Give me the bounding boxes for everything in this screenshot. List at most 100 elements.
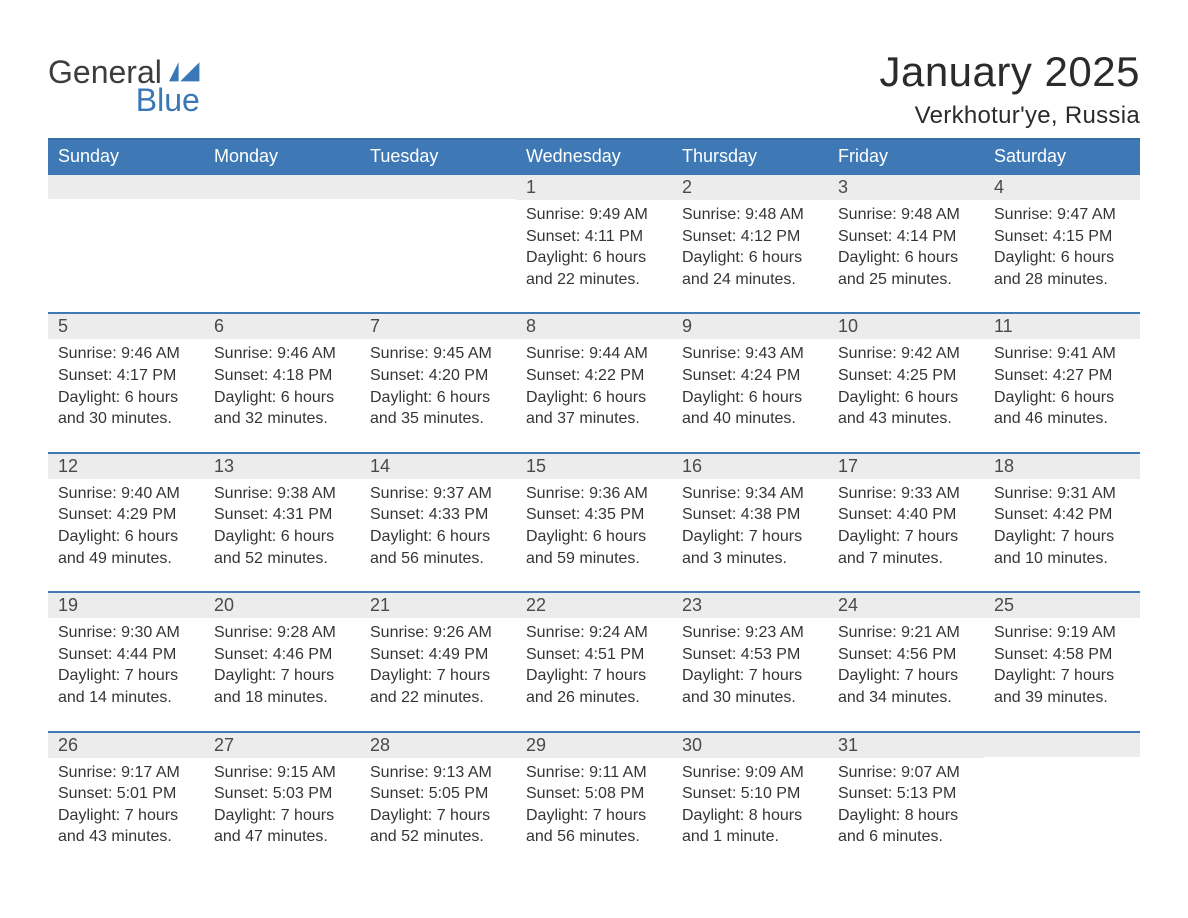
calendar-cell: 16Sunrise: 9:34 AMSunset: 4:38 PMDayligh… (672, 453, 828, 592)
day-sunrise-line: Sunrise: 9:30 AM (58, 622, 194, 644)
day-sunset-line: Sunset: 4:35 PM (526, 504, 662, 526)
day-day1-line: Daylight: 6 hours (214, 387, 350, 409)
calendar-cell (360, 174, 516, 313)
day-body: Sunrise: 9:45 AMSunset: 4:20 PMDaylight:… (360, 339, 516, 451)
weekday-header: Thursday (672, 139, 828, 174)
day-sunset-line: Sunset: 5:08 PM (526, 783, 662, 805)
day-number: 9 (672, 314, 828, 339)
day-day1-line: Daylight: 7 hours (526, 805, 662, 827)
calendar-week-row: 1Sunrise: 9:49 AMSunset: 4:11 PMDaylight… (48, 174, 1140, 313)
day-sunset-line: Sunset: 4:24 PM (682, 365, 818, 387)
day-sunrise-line: Sunrise: 9:28 AM (214, 622, 350, 644)
day-day1-line: Daylight: 7 hours (58, 805, 194, 827)
day-day1-line: Daylight: 6 hours (58, 387, 194, 409)
day-body (48, 199, 204, 295)
day-sunrise-line: Sunrise: 9:15 AM (214, 762, 350, 784)
day-number: 12 (48, 454, 204, 479)
day-sunrise-line: Sunrise: 9:45 AM (370, 343, 506, 365)
day-body: Sunrise: 9:13 AMSunset: 5:05 PMDaylight:… (360, 758, 516, 870)
day-number: 24 (828, 593, 984, 618)
day-body: Sunrise: 9:40 AMSunset: 4:29 PMDaylight:… (48, 479, 204, 591)
location-line: Verkhotur'ye, Russia (879, 102, 1140, 130)
day-day1-line: Daylight: 6 hours (526, 526, 662, 548)
day-body: Sunrise: 9:46 AMSunset: 4:17 PMDaylight:… (48, 339, 204, 451)
day-sunset-line: Sunset: 4:44 PM (58, 644, 194, 666)
day-sunset-line: Sunset: 5:01 PM (58, 783, 194, 805)
calendar-cell: 10Sunrise: 9:42 AMSunset: 4:25 PMDayligh… (828, 313, 984, 452)
day-body: Sunrise: 9:37 AMSunset: 4:33 PMDaylight:… (360, 479, 516, 591)
day-day2-line: and 32 minutes. (214, 408, 350, 430)
day-body: Sunrise: 9:49 AMSunset: 4:11 PMDaylight:… (516, 200, 672, 312)
day-number: 7 (360, 314, 516, 339)
calendar-cell: 6Sunrise: 9:46 AMSunset: 4:18 PMDaylight… (204, 313, 360, 452)
day-body: Sunrise: 9:30 AMSunset: 4:44 PMDaylight:… (48, 618, 204, 730)
calendar-cell: 14Sunrise: 9:37 AMSunset: 4:33 PMDayligh… (360, 453, 516, 592)
day-body: Sunrise: 9:15 AMSunset: 5:03 PMDaylight:… (204, 758, 360, 870)
day-number (204, 175, 360, 199)
day-number: 5 (48, 314, 204, 339)
day-day2-line: and 14 minutes. (58, 687, 194, 709)
calendar-cell: 25Sunrise: 9:19 AMSunset: 4:58 PMDayligh… (984, 592, 1140, 731)
calendar-cell: 27Sunrise: 9:15 AMSunset: 5:03 PMDayligh… (204, 732, 360, 870)
day-sunset-line: Sunset: 4:33 PM (370, 504, 506, 526)
day-number: 26 (48, 733, 204, 758)
day-sunset-line: Sunset: 5:13 PM (838, 783, 974, 805)
day-sunrise-line: Sunrise: 9:26 AM (370, 622, 506, 644)
day-day1-line: Daylight: 8 hours (838, 805, 974, 827)
day-number: 3 (828, 175, 984, 200)
day-sunset-line: Sunset: 4:22 PM (526, 365, 662, 387)
day-sunrise-line: Sunrise: 9:19 AM (994, 622, 1130, 644)
day-number: 30 (672, 733, 828, 758)
calendar-cell: 26Sunrise: 9:17 AMSunset: 5:01 PMDayligh… (48, 732, 204, 870)
day-sunrise-line: Sunrise: 9:46 AM (58, 343, 194, 365)
day-sunrise-line: Sunrise: 9:42 AM (838, 343, 974, 365)
day-day2-line: and 40 minutes. (682, 408, 818, 430)
day-sunset-line: Sunset: 4:40 PM (838, 504, 974, 526)
day-sunset-line: Sunset: 4:51 PM (526, 644, 662, 666)
day-body: Sunrise: 9:38 AMSunset: 4:31 PMDaylight:… (204, 479, 360, 591)
day-body (984, 757, 1140, 853)
day-sunset-line: Sunset: 4:38 PM (682, 504, 818, 526)
calendar-cell: 21Sunrise: 9:26 AMSunset: 4:49 PMDayligh… (360, 592, 516, 731)
day-day2-line: and 1 minute. (682, 826, 818, 848)
day-sunrise-line: Sunrise: 9:33 AM (838, 483, 974, 505)
day-body: Sunrise: 9:47 AMSunset: 4:15 PMDaylight:… (984, 200, 1140, 312)
header-row: General Blue January 2025 Verkhotur'ye, … (48, 48, 1140, 130)
day-day2-line: and 49 minutes. (58, 548, 194, 570)
day-day2-line: and 47 minutes. (214, 826, 350, 848)
day-sunrise-line: Sunrise: 9:37 AM (370, 483, 506, 505)
day-day2-line: and 6 minutes. (838, 826, 974, 848)
day-body: Sunrise: 9:26 AMSunset: 4:49 PMDaylight:… (360, 618, 516, 730)
day-day1-line: Daylight: 6 hours (370, 526, 506, 548)
day-day1-line: Daylight: 6 hours (526, 387, 662, 409)
day-day1-line: Daylight: 6 hours (994, 247, 1130, 269)
day-sunrise-line: Sunrise: 9:48 AM (838, 204, 974, 226)
day-day2-line: and 28 minutes. (994, 269, 1130, 291)
day-day2-line: and 26 minutes. (526, 687, 662, 709)
day-number: 21 (360, 593, 516, 618)
day-body: Sunrise: 9:48 AMSunset: 4:12 PMDaylight:… (672, 200, 828, 312)
calendar-cell: 30Sunrise: 9:09 AMSunset: 5:10 PMDayligh… (672, 732, 828, 870)
day-sunrise-line: Sunrise: 9:47 AM (994, 204, 1130, 226)
calendar-cell: 19Sunrise: 9:30 AMSunset: 4:44 PMDayligh… (48, 592, 204, 731)
day-day1-line: Daylight: 7 hours (58, 665, 194, 687)
day-sunrise-line: Sunrise: 9:11 AM (526, 762, 662, 784)
day-number: 27 (204, 733, 360, 758)
day-sunset-line: Sunset: 4:17 PM (58, 365, 194, 387)
day-sunset-line: Sunset: 5:05 PM (370, 783, 506, 805)
day-body: Sunrise: 9:46 AMSunset: 4:18 PMDaylight:… (204, 339, 360, 451)
day-body: Sunrise: 9:31 AMSunset: 4:42 PMDaylight:… (984, 479, 1140, 591)
calendar-cell: 28Sunrise: 9:13 AMSunset: 5:05 PMDayligh… (360, 732, 516, 870)
calendar-cell: 4Sunrise: 9:47 AMSunset: 4:15 PMDaylight… (984, 174, 1140, 313)
calendar-cell: 13Sunrise: 9:38 AMSunset: 4:31 PMDayligh… (204, 453, 360, 592)
day-sunrise-line: Sunrise: 9:41 AM (994, 343, 1130, 365)
weekday-header: Monday (204, 139, 360, 174)
day-body: Sunrise: 9:43 AMSunset: 4:24 PMDaylight:… (672, 339, 828, 451)
day-sunrise-line: Sunrise: 9:44 AM (526, 343, 662, 365)
day-body: Sunrise: 9:44 AMSunset: 4:22 PMDaylight:… (516, 339, 672, 451)
calendar-week-row: 5Sunrise: 9:46 AMSunset: 4:17 PMDaylight… (48, 313, 1140, 452)
day-day1-line: Daylight: 7 hours (994, 526, 1130, 548)
day-sunrise-line: Sunrise: 9:36 AM (526, 483, 662, 505)
day-sunrise-line: Sunrise: 9:38 AM (214, 483, 350, 505)
day-body: Sunrise: 9:33 AMSunset: 4:40 PMDaylight:… (828, 479, 984, 591)
